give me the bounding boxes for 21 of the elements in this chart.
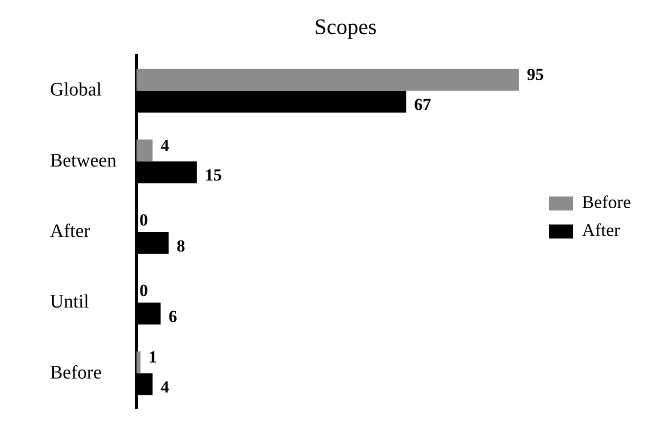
data-label: 8	[176, 236, 186, 256]
bar	[136, 68, 519, 91]
bar	[136, 139, 153, 162]
data-label: 95	[526, 65, 544, 84]
y-tick-label: Global	[50, 80, 102, 101]
data-label: 15	[204, 166, 222, 185]
bar	[136, 351, 140, 374]
y-tick-label: Until	[50, 292, 90, 313]
data-label: 0	[139, 210, 148, 230]
data-label: 4	[160, 378, 170, 397]
legend-label: After	[582, 220, 620, 240]
y-tick-label: After	[50, 220, 91, 242]
legend-label: Before	[582, 192, 632, 212]
y-tick-label: Between	[50, 150, 117, 172]
data-label: 1	[148, 348, 157, 367]
data-label: 0	[139, 281, 148, 300]
data-label: 6	[168, 306, 178, 326]
data-label: 4	[160, 136, 170, 155]
data-label: 67	[414, 95, 432, 114]
y-tick-label: Before	[50, 362, 102, 384]
chart-title: Scopes	[314, 14, 377, 39]
